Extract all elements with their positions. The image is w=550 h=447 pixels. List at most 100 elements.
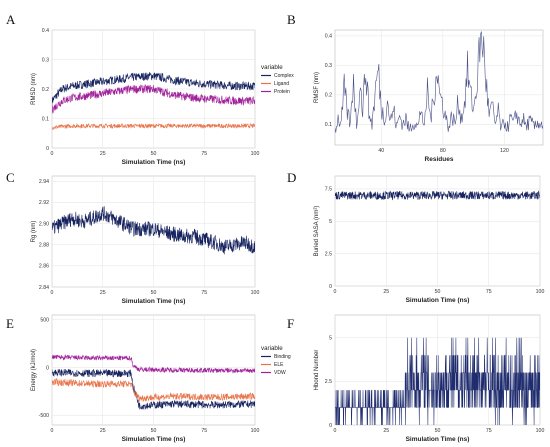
y-tick-label: 5: [329, 219, 332, 225]
panel-label: F: [287, 316, 294, 331]
y-tick-label: 2.86: [39, 264, 49, 270]
series-layer: [335, 337, 540, 425]
legend-entry: Binding: [274, 354, 291, 360]
y-tick-label: 0: [329, 284, 332, 290]
y-axis-label: Hbond Number: [314, 350, 320, 391]
y-tick-label: 2.90: [39, 221, 49, 227]
x-axis-label: Simulation Time (ns): [122, 436, 186, 443]
series-vdw: [52, 354, 255, 374]
y-tick-label: 2.92: [39, 200, 49, 206]
x-tick-label: 0: [51, 151, 54, 157]
panel-E: E 0 25 50 75 100 500 0 -500 Simulation Time (ns) E…: [6, 314, 291, 443]
x-tick-label: 0: [51, 290, 54, 296]
x-tick-label: 25: [100, 151, 106, 157]
y-tick-label: 500: [40, 318, 49, 324]
x-tick-label: 25: [383, 428, 389, 434]
y-axis-label: Buried SASA (nm²): [314, 206, 320, 257]
y-tick-label: 2.94: [39, 179, 49, 185]
panel-B: B 40 80 120 0.1 0.2 0.3 0.4 Residues RMSF (nm): [287, 12, 544, 163]
panel-F: F 0 25 50 75 100 0 2.5 5 Simulation Time (ns) Hbon…: [287, 314, 545, 443]
x-tick-label: 100: [536, 289, 545, 295]
series-hbond: [335, 337, 540, 425]
y-axis-label: Rg (nm): [31, 221, 37, 243]
x-tick-label: 75: [486, 428, 492, 434]
legend-title: variable: [261, 345, 283, 352]
x-tick-label: 75: [201, 290, 207, 296]
x-tick-label: 75: [486, 289, 492, 295]
series-line: [52, 206, 255, 255]
panel-D: D 0 25 50 75 100 0 2.5 5 7.5 Simulation Time (ns) B…: [287, 170, 544, 304]
y-tick-label: 0.2: [325, 93, 332, 99]
legend-title: variable: [261, 64, 283, 71]
panel-label: B: [287, 12, 296, 27]
series-rmsf: [335, 31, 543, 133]
y-tick-label: 0: [46, 146, 49, 152]
y-tick-label: 2.5: [325, 379, 332, 385]
series-line: [335, 190, 540, 201]
x-tick-label: 100: [251, 428, 260, 434]
x-axis-label: Simulation Time (ns): [406, 436, 470, 443]
x-tick-label: 75: [201, 151, 207, 157]
y-tick-label: 7.5: [325, 187, 332, 193]
legend-entry: ELE: [274, 362, 284, 368]
x-axis-label: Residues: [425, 156, 454, 163]
x-axis-label: Simulation Time (ns): [406, 297, 470, 304]
series-layer: [52, 72, 255, 131]
y-axis-label: Energy (kJ/mol): [31, 349, 37, 391]
y-tick-label: -500: [39, 413, 49, 419]
series-layer: [335, 190, 540, 201]
x-tick-label: 50: [151, 290, 157, 296]
x-axis-label: Simulation Time (ns): [122, 298, 186, 305]
panel-label: A: [6, 12, 16, 27]
y-axis-label: RMSF (nm): [314, 72, 320, 103]
y-tick-label: 0.4: [42, 28, 49, 34]
y-tick-label: 2.88: [39, 243, 49, 249]
x-tick-label: 50: [435, 428, 441, 434]
x-tick-label: 0: [334, 428, 337, 434]
panel-label: E: [6, 316, 14, 331]
y-tick-label: 0.3: [325, 63, 332, 69]
y-tick-label: 0.3: [42, 57, 49, 63]
x-tick-label: 25: [100, 428, 106, 434]
y-tick-label: 0.1: [325, 122, 332, 128]
series-protein: [52, 84, 255, 114]
x-tick-label: 50: [151, 151, 157, 157]
x-tick-label: 40: [378, 148, 384, 154]
x-tick-label: 25: [100, 290, 106, 296]
legend: variable Binding ELE VDW: [261, 345, 291, 376]
y-tick-label: 0: [329, 423, 332, 429]
x-tick-label: 75: [201, 428, 207, 434]
y-tick-label: 0.4: [325, 34, 332, 40]
y-tick-label: 0: [46, 365, 49, 371]
x-tick-label: 100: [251, 290, 260, 296]
panel-label: D: [287, 170, 296, 185]
panel-label: C: [6, 170, 15, 185]
x-tick-label: 120: [500, 148, 509, 154]
series-complex: [52, 72, 255, 106]
legend-entry: Protein: [274, 89, 290, 95]
x-axis-label: Simulation Time (ns): [122, 159, 186, 166]
legend-entry: VDW: [274, 370, 286, 376]
y-axis-label: RMSD (nm): [31, 73, 37, 105]
y-tick-label: 0.1: [42, 116, 49, 122]
x-tick-label: 100: [251, 151, 260, 157]
y-tick-label: 5: [329, 335, 332, 341]
y-tick-label: 2.5: [325, 251, 332, 257]
x-tick-label: 50: [435, 289, 441, 295]
x-tick-label: 80: [440, 148, 446, 154]
x-tick-label: 25: [383, 289, 389, 295]
x-tick-label: 100: [536, 428, 545, 434]
series-layer: [52, 354, 255, 410]
series-binding: [52, 368, 255, 410]
legend: variable Complex Ligand Protein: [261, 64, 294, 95]
x-tick-label: 50: [151, 428, 157, 434]
y-tick-label: 2.84: [39, 285, 49, 291]
x-tick-label: 0: [51, 428, 54, 434]
series-layer: [52, 206, 255, 255]
panel-A: A 0 25 50 75 100 0 0.1 0.2 0.3 0.4 Simulation Time …: [6, 12, 294, 166]
panel-C: C 0 25 50 75 100 2.84 2.86 2.88 2.90 2.92 2.94 Simul…: [6, 170, 259, 305]
y-tick-label: 0.2: [42, 87, 49, 93]
series-layer: [335, 31, 543, 133]
series-ligand: [52, 122, 255, 131]
